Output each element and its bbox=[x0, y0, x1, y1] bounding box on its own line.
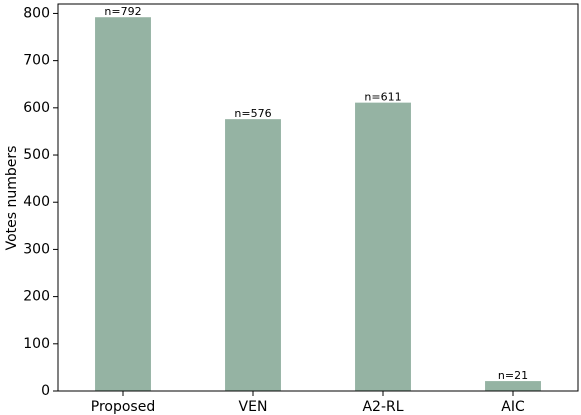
x-tick-label: A2-RL bbox=[362, 399, 403, 415]
plot-area: n=792 Proposed n=576 VEN n=611 A2-RL n=21 AIC 0 1… bbox=[23, 3, 579, 415]
y-tick-label: 0 bbox=[41, 383, 50, 399]
x-tick-label: Proposed bbox=[91, 399, 155, 415]
bar bbox=[355, 102, 411, 391]
bar bbox=[485, 381, 541, 391]
y-axis-title: Votes numbers bbox=[4, 146, 20, 251]
data-label: n=611 bbox=[364, 91, 401, 104]
data-label: n=792 bbox=[104, 5, 141, 18]
y-tick-label: 300 bbox=[23, 241, 50, 257]
bar bbox=[225, 119, 281, 391]
y-tick-label: 400 bbox=[23, 194, 50, 210]
y-tick-label: 700 bbox=[23, 53, 50, 69]
y-tick-label: 200 bbox=[23, 289, 50, 305]
axes-frame bbox=[57, 3, 579, 392]
y-tick-label: 100 bbox=[23, 336, 50, 352]
data-label: n=21 bbox=[498, 369, 528, 382]
y-tick-label: 800 bbox=[23, 5, 50, 21]
data-label: n=576 bbox=[234, 107, 271, 120]
x-tick-label: VEN bbox=[239, 399, 268, 415]
y-tick-label: 500 bbox=[23, 147, 50, 163]
bar bbox=[95, 17, 151, 392]
y-tick-label: 600 bbox=[23, 100, 50, 116]
x-tick-label: AIC bbox=[501, 399, 525, 415]
